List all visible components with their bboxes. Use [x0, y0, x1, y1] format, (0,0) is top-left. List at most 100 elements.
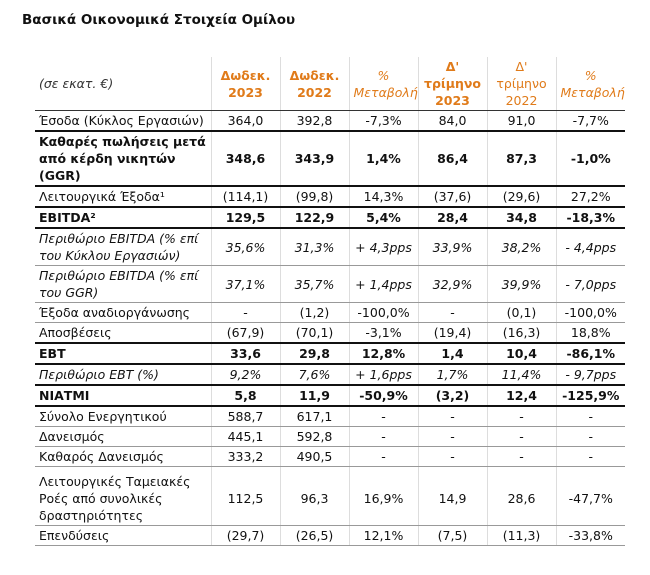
value-cell: 122,9	[279, 206, 349, 229]
table-row: Λειτουργικές Ταμειακές Ροές από συνολικέ…	[35, 466, 625, 526]
value-cell: 12,8%	[348, 342, 418, 365]
value-cell: -1,0%	[555, 130, 625, 187]
value-cell: (7,5)	[417, 525, 487, 546]
value-cell: 12,1%	[348, 525, 418, 546]
value-cell: -	[486, 426, 556, 447]
value-cell: 29,8	[279, 342, 349, 365]
value-cell: 35,6%	[210, 228, 280, 266]
column-header: Δωδεκ. 2023	[210, 57, 280, 111]
row-label: Καθαρές πωλήσεις μετά από κέρδη νικητών …	[35, 130, 211, 187]
value-cell: 14,3%	[348, 186, 418, 208]
value-cell: 86,4	[417, 130, 487, 187]
value-cell: 11,4%	[486, 364, 556, 386]
table-row: EBITDA² 129,5 122,9 5,4% 28,4 34,8 -18,3%	[35, 206, 625, 229]
table-row: Περιθώριο EBT (%) 9,2% 7,6% + 1,6pps 1,7% 11,…	[35, 364, 625, 386]
value-cell: -	[348, 426, 418, 447]
value-cell: (114,1)	[210, 186, 280, 208]
value-cell: 84,0	[417, 110, 487, 132]
value-cell: 32,9%	[417, 265, 487, 303]
value-cell: 7,6%	[279, 364, 349, 386]
value-cell: -7,3%	[348, 110, 418, 132]
value-cell: -	[417, 406, 487, 427]
value-cell: -47,7%	[555, 466, 625, 526]
value-cell: 392,8	[279, 110, 349, 132]
value-cell: 1,4%	[348, 130, 418, 187]
value-cell: 35,7%	[279, 265, 349, 303]
table-row: Καθαρός Δανεισμός 333,2 490,5- - - -	[35, 446, 625, 467]
row-label: Έξοδα αναδιοργάνωσης	[35, 302, 211, 323]
value-cell: 348,6	[210, 130, 280, 187]
row-label: Δανεισμός	[35, 426, 211, 447]
row-label: Περιθώριο EBITDA (% επί του GGR)	[35, 265, 211, 303]
value-cell: + 4,3pps	[348, 228, 418, 266]
value-cell: 12,4	[486, 384, 556, 407]
value-cell: (29,7)	[210, 525, 280, 546]
table-row: Περιθώριο EBITDA (% επί του Κύκλου Εργασ…	[35, 228, 625, 266]
value-cell: 34,8	[486, 206, 556, 229]
value-cell: -	[555, 426, 625, 447]
column-header: % Μεταβολή	[555, 57, 625, 111]
value-cell: (26,5)	[279, 525, 349, 546]
value-cell: -	[555, 446, 625, 467]
table-row: Δανεισμός 445,1 592,8- - - -	[35, 426, 625, 447]
value-cell: 5,8	[210, 384, 280, 407]
value-cell: (0,1)	[486, 302, 556, 323]
financial-table: (σε εκατ. €) Δωδεκ. 2023 Δωδεκ. 2022% Μετα…	[35, 57, 625, 546]
value-cell: -	[348, 406, 418, 427]
value-cell: 28,4	[417, 206, 487, 229]
value-cell: 333,2	[210, 446, 280, 467]
value-cell: (3,2)	[417, 384, 487, 407]
value-cell: -	[417, 302, 487, 323]
value-cell: 11,9	[279, 384, 349, 407]
value-cell: (11,3)	[486, 525, 556, 546]
value-cell: 96,3	[279, 466, 349, 526]
value-cell: 112,5	[210, 466, 280, 526]
value-cell: 14,9	[417, 466, 487, 526]
value-cell: -7,7%	[555, 110, 625, 132]
value-cell: 37,1%	[210, 265, 280, 303]
row-label: Έσοδα (Κύκλος Εργασιών)	[35, 110, 211, 132]
table-row: EBT 33,6 29,8 12,8% 1,4 10,4 -86,1%	[35, 342, 625, 365]
value-cell: (16,3)	[486, 322, 556, 344]
value-cell: 1,4	[417, 342, 487, 365]
row-label: EBITDA²	[35, 206, 211, 229]
value-cell: + 1,6pps	[348, 364, 418, 386]
value-cell: 27,2%	[555, 186, 625, 208]
value-cell: (1,2)	[279, 302, 349, 323]
row-label: Καθαρός Δανεισμός	[35, 446, 211, 467]
value-cell: 39,9%	[486, 265, 556, 303]
column-header: (σε εκατ. €)	[35, 57, 211, 111]
value-cell: 592,8	[279, 426, 349, 447]
value-cell: 33,9%	[417, 228, 487, 266]
row-label: Λειτουργικές Ταμειακές Ροές από συνολικέ…	[35, 466, 211, 526]
value-cell: 129,5	[210, 206, 280, 229]
value-cell: 9,2%	[210, 364, 280, 386]
table-row: Λειτουργικά Έξοδα¹ (114,1) (99,8) 14,3% (37,…	[35, 186, 625, 208]
column-header: Δ' τρίμηνο 2022	[486, 57, 556, 111]
title: Βασικά Οικονομικά Στοιχεία Ομίλου	[22, 12, 296, 28]
value-cell: - 7,0pps	[555, 265, 625, 303]
value-cell: 5,4%	[348, 206, 418, 229]
column-header: % Μεταβολή	[348, 57, 418, 111]
table-row: Επενδύσεις (29,7) (26,5) 12,1% (7,5) (11,3) -3…	[35, 525, 625, 546]
value-cell: 1,7%	[417, 364, 487, 386]
value-cell: -125,9%	[555, 384, 625, 407]
value-cell: -	[210, 302, 280, 323]
value-cell: 445,1	[210, 426, 280, 447]
value-cell: -100,0%	[555, 302, 625, 323]
value-cell: 87,3	[486, 130, 556, 187]
value-cell: -	[348, 446, 418, 467]
table-row: Έσοδα (Κύκλος Εργασιών) 364,0 392,8 -7,3% 84…	[35, 110, 625, 132]
value-cell: (67,9)	[210, 322, 280, 344]
row-label: Επενδύσεις	[35, 525, 211, 546]
value-cell: 91,0	[486, 110, 556, 132]
value-cell: 343,9	[279, 130, 349, 187]
value-cell: -86,1%	[555, 342, 625, 365]
table-row: ΝΙΑΤΜΙ 5,8 11,9 -50,9% (3,2) 12,4 -125,9%	[35, 384, 625, 407]
value-cell: -33,8%	[555, 525, 625, 546]
table-row: Σύνολο Ενεργητικού 588,7 617,1- - - -	[35, 406, 625, 427]
value-cell: (19,4)	[417, 322, 487, 344]
value-cell: - 4,4pps	[555, 228, 625, 266]
row-label: EBT	[35, 342, 211, 365]
value-cell: 28,6	[486, 466, 556, 526]
